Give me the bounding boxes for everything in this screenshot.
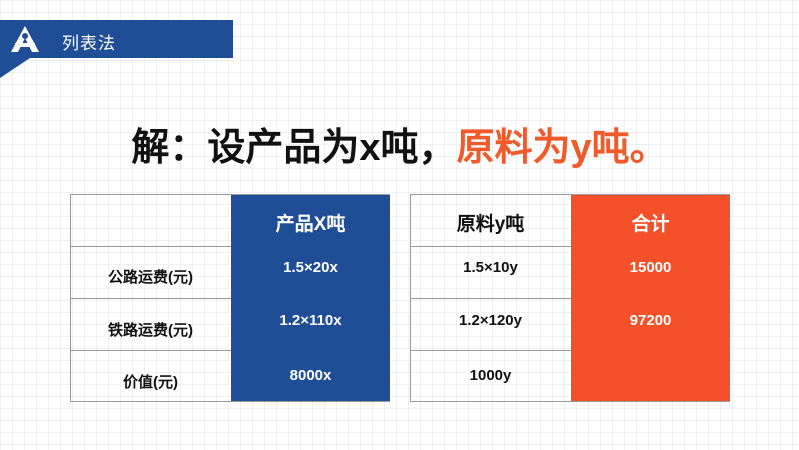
right-table-row-total: 97200 — [571, 298, 730, 350]
table-rule — [70, 350, 231, 351]
table-rule — [410, 194, 411, 402]
headline-prefix: 解：设产品为x吨， — [131, 127, 457, 169]
table-rule — [410, 194, 730, 195]
left-table-row-label: 价值(元) — [123, 373, 178, 391]
right-table-header-total: 合计 — [571, 194, 730, 246]
right-table-row-value: 1000y — [469, 366, 512, 384]
right-table-row-value: 1.2×120y — [459, 311, 522, 329]
left-table: 产品X吨 公路运费(元) 1.5×20x 铁路运费(元) 1.2×110x 价值… — [70, 194, 390, 402]
left-table-corner — [70, 194, 231, 246]
left-table-row-label: 公路运费(元) — [108, 268, 193, 286]
table-rule — [70, 194, 71, 402]
left-table-header-product: 产品X吨 — [231, 194, 390, 246]
table-rule — [410, 298, 571, 299]
table-rule — [70, 246, 231, 247]
table-rule — [410, 350, 571, 351]
headline: 解：设产品为x吨，原料为y吨。 — [0, 116, 799, 171]
table-rule — [70, 401, 390, 402]
left-table-row-value: 1.2×110x — [231, 298, 390, 350]
header-band — [0, 20, 233, 58]
left-table-row-label: 铁路运费(元) — [108, 321, 193, 339]
right-table-header-material: 原料y吨 — [456, 213, 525, 235]
headline-highlight: 原料为y吨。 — [456, 127, 668, 169]
right-table-row-value: 1.5×10y — [463, 258, 518, 276]
triangle-logo-icon — [11, 26, 39, 52]
table-rule — [70, 194, 390, 195]
table-rule — [410, 401, 730, 402]
header-wedge — [0, 58, 30, 78]
right-table-row-total — [571, 350, 730, 402]
right-table: 原料y吨 合计 1.5×10y 15000 1.2×120y 97200 100… — [410, 194, 730, 402]
left-table-row-value: 1.5×20x — [231, 246, 390, 298]
page-section-title: 列表法 — [62, 34, 116, 53]
right-table-row-total: 15000 — [571, 246, 730, 298]
left-table-row-value: 8000x — [231, 350, 390, 402]
table-rule — [70, 298, 231, 299]
table-rule — [410, 246, 571, 247]
